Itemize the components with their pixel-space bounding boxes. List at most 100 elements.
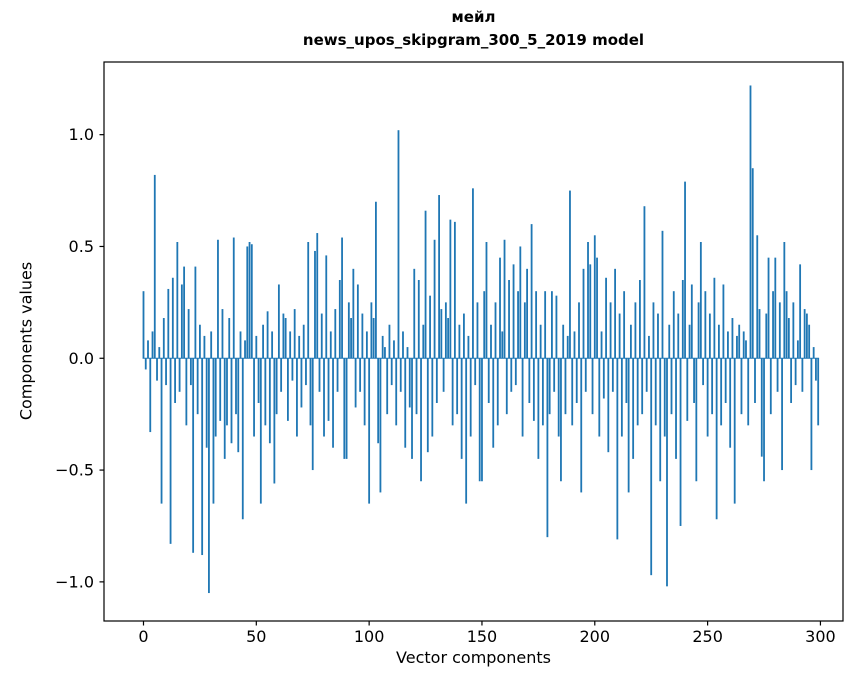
bar xyxy=(271,331,274,359)
bar xyxy=(228,318,231,359)
bar xyxy=(528,358,531,403)
bar xyxy=(781,358,783,471)
bar xyxy=(817,358,820,426)
bar xyxy=(284,318,287,359)
bar xyxy=(426,358,429,453)
bar xyxy=(767,257,770,359)
bar xyxy=(519,246,522,359)
bar xyxy=(796,340,799,359)
bar xyxy=(275,358,278,415)
bar xyxy=(415,358,418,415)
bar xyxy=(253,358,255,437)
bar xyxy=(142,291,145,359)
bar xyxy=(598,358,601,437)
bar xyxy=(736,335,738,359)
bar xyxy=(203,335,206,359)
bar xyxy=(715,358,718,520)
bar xyxy=(287,358,289,421)
bar xyxy=(359,358,362,392)
bar xyxy=(496,358,499,426)
bar xyxy=(235,358,237,415)
y-tick-label: 0.0 xyxy=(69,349,94,368)
bar xyxy=(440,309,443,359)
bar xyxy=(573,331,576,359)
bar xyxy=(151,331,154,359)
bar xyxy=(435,358,438,403)
bar xyxy=(402,331,404,359)
bar xyxy=(627,358,630,493)
bar xyxy=(336,358,339,392)
bar xyxy=(605,277,607,359)
bar xyxy=(244,340,246,359)
bar xyxy=(578,302,580,359)
bar xyxy=(377,358,380,444)
bar xyxy=(609,302,612,359)
bar xyxy=(677,313,680,359)
bar xyxy=(812,347,815,359)
bar xyxy=(620,358,623,437)
bar xyxy=(778,302,781,359)
bar xyxy=(444,302,447,359)
bar xyxy=(451,358,454,426)
bar xyxy=(381,335,384,359)
bar xyxy=(406,347,409,359)
bar xyxy=(490,324,492,359)
bar xyxy=(711,358,714,415)
bar xyxy=(611,358,614,392)
bar xyxy=(758,309,761,359)
bar xyxy=(248,242,251,359)
bar xyxy=(395,358,398,426)
bar xyxy=(668,324,671,359)
bar xyxy=(695,358,698,482)
bar xyxy=(341,237,343,359)
bar xyxy=(314,250,316,359)
bar xyxy=(199,324,201,359)
bar xyxy=(551,291,553,359)
bar xyxy=(375,201,377,359)
bar xyxy=(388,324,391,359)
bar xyxy=(259,358,262,504)
bar xyxy=(250,244,253,359)
bar xyxy=(659,358,662,482)
y-tick-label: 1.0 xyxy=(69,125,94,144)
bar xyxy=(517,291,519,359)
bar xyxy=(751,168,754,359)
bar xyxy=(641,358,644,415)
bar xyxy=(162,318,165,359)
bar xyxy=(593,235,596,359)
bar xyxy=(307,242,310,359)
bar xyxy=(679,358,682,526)
bar xyxy=(201,358,204,556)
bar xyxy=(801,358,804,392)
bar xyxy=(569,190,571,359)
bar xyxy=(156,358,158,381)
chart-title: мейл news_upos_skipgram_300_5_2019 model xyxy=(104,6,843,52)
bar xyxy=(221,309,224,359)
bar xyxy=(672,291,675,359)
bar xyxy=(514,358,517,386)
x-axis-label: Vector components xyxy=(396,648,551,667)
bar xyxy=(555,295,558,359)
bar xyxy=(754,358,756,403)
bar xyxy=(187,309,190,359)
bar xyxy=(618,313,621,359)
bar xyxy=(458,324,461,359)
bar xyxy=(571,358,574,426)
bar xyxy=(282,313,285,359)
bar xyxy=(508,280,510,359)
bar xyxy=(449,219,452,359)
x-tick-label: 0 xyxy=(138,627,148,646)
bar xyxy=(787,318,790,359)
bar xyxy=(174,358,176,403)
bar xyxy=(296,358,298,437)
bar xyxy=(379,358,382,493)
y-axis-label: Components values xyxy=(16,261,36,421)
bar xyxy=(438,195,440,359)
bar xyxy=(217,239,219,359)
bar xyxy=(332,358,334,448)
bar xyxy=(499,257,501,359)
bar xyxy=(697,302,700,359)
bar xyxy=(693,358,695,403)
bar xyxy=(169,358,172,544)
bar xyxy=(584,358,587,392)
